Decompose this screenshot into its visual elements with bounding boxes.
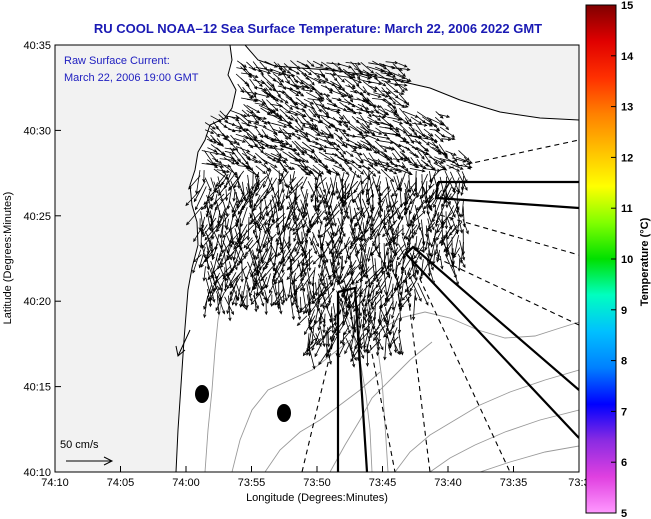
y-tick-label: 40:10 — [23, 467, 51, 479]
y-tick-label: 40:30 — [23, 125, 51, 137]
scale-label: 50 cm/s — [60, 439, 99, 451]
colorbar-tick-label: 11 — [621, 203, 633, 215]
colorbar-tick-label: 15 — [621, 0, 633, 12]
colorbar-tick-label: 5 — [621, 508, 627, 519]
colorbar-tick-label: 7 — [621, 406, 627, 418]
x-tick-label: 73:3 — [568, 477, 589, 489]
scale-arrow — [66, 456, 114, 466]
colorbar: 15 14 13 12 11 10 9 8 7 6 5 Temperature (°C) — [585, 0, 651, 519]
x-tick-label: 73:35 — [500, 477, 528, 489]
coastal-arrow — [175, 329, 191, 357]
x-tick-label: 73:40 — [434, 477, 462, 489]
y-tick-label: 40:35 — [23, 40, 51, 52]
x-axis-label: Longitude (Degrees:Minutes) — [246, 492, 388, 504]
colorbar-tick-label: 14 — [621, 51, 634, 63]
current-note-line2: March 22, 2006 19:00 GMT — [64, 72, 199, 84]
colorbar-ticks: 15 14 13 12 11 10 9 8 7 6 5 — [611, 0, 634, 519]
x-tick-label: 73:50 — [303, 477, 331, 489]
colorbar-tick-label: 10 — [621, 254, 633, 266]
current-note-line1: Raw Surface Current: — [64, 55, 170, 67]
bathymetry-contours — [204, 279, 579, 472]
x-tick-label: 73:45 — [369, 477, 397, 489]
x-axis-ticks: 74:10 74:05 74:00 73:55 73:50 73:45 73:40 73:35… — [41, 466, 590, 489]
colorbar-tick-label: 13 — [621, 102, 633, 114]
colorbar-tick-label: 6 — [621, 457, 627, 469]
land-mass — [55, 45, 237, 472]
x-tick-label: 74:00 — [172, 477, 200, 489]
x-tick-label: 74:05 — [107, 477, 135, 489]
surface-current-vectors — [185, 60, 473, 370]
y-tick-label: 40:15 — [23, 382, 51, 394]
x-tick-label: 74:10 — [41, 477, 69, 489]
station-dot — [195, 385, 209, 403]
y-axis-ticks: 40:35 40:30 40:25 40:20 40:15 40:10 — [23, 40, 61, 479]
y-tick-label: 40:20 — [23, 296, 51, 308]
figure-title: RU COOL NOAA–12 Sea Surface Temperature:… — [94, 21, 542, 36]
map-area — [55, 45, 579, 472]
station-dot — [277, 404, 291, 422]
colorbar-label: Temperature (°C) — [639, 217, 651, 306]
land-mass-north — [244, 45, 579, 121]
colorbar-tick-label: 12 — [621, 152, 633, 164]
y-axis-label: Latitude (Degrees:Minutes) — [2, 192, 14, 325]
y-tick-label: 40:25 — [23, 211, 51, 223]
x-tick-label: 73:55 — [238, 477, 266, 489]
colorbar-tick-label: 8 — [621, 356, 627, 368]
colorbar-tick-label: 9 — [621, 305, 627, 317]
